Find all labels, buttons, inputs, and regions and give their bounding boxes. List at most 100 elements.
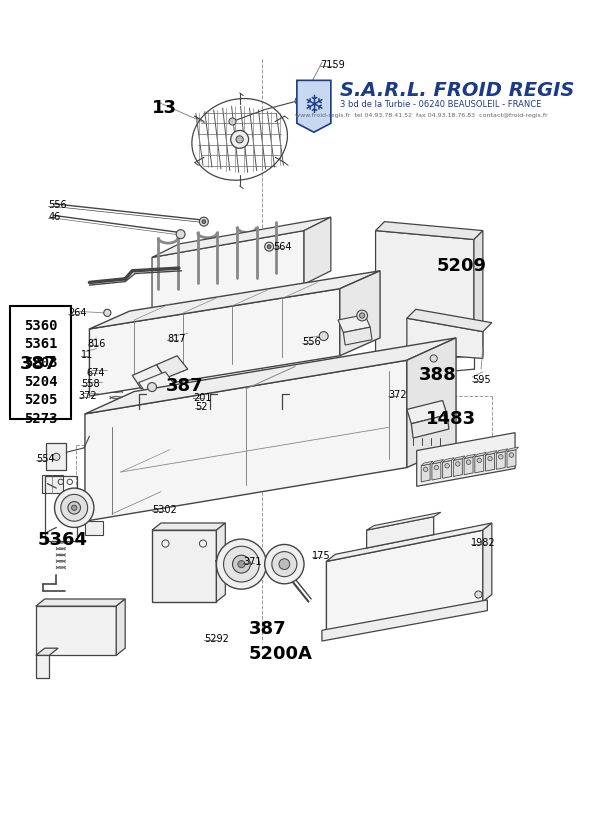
Text: 556: 556 bbox=[302, 337, 321, 347]
Text: 387: 387 bbox=[248, 619, 286, 637]
Circle shape bbox=[279, 559, 290, 570]
Text: ❄: ❄ bbox=[304, 94, 325, 118]
Text: 46: 46 bbox=[48, 212, 61, 222]
Polygon shape bbox=[85, 522, 103, 535]
Text: www.froid-regis.fr  tel 04.93.78.41.52  fax 04.93.18.76.83  contact@froid-regis.: www.froid-regis.fr tel 04.93.78.41.52 fa… bbox=[295, 112, 548, 117]
FancyBboxPatch shape bbox=[10, 307, 71, 419]
Circle shape bbox=[265, 545, 304, 584]
Circle shape bbox=[199, 218, 208, 227]
Text: 175: 175 bbox=[312, 550, 331, 560]
Circle shape bbox=[68, 502, 80, 514]
Polygon shape bbox=[152, 523, 226, 530]
Polygon shape bbox=[340, 271, 380, 356]
Circle shape bbox=[268, 246, 271, 249]
Text: 372: 372 bbox=[79, 390, 97, 400]
Text: 264: 264 bbox=[68, 308, 86, 318]
Polygon shape bbox=[152, 232, 304, 312]
Circle shape bbox=[148, 383, 157, 392]
Polygon shape bbox=[217, 523, 226, 602]
Text: 595: 595 bbox=[472, 374, 491, 385]
Polygon shape bbox=[116, 600, 125, 656]
Circle shape bbox=[61, 495, 88, 522]
Polygon shape bbox=[475, 456, 484, 473]
Circle shape bbox=[455, 462, 460, 466]
Polygon shape bbox=[139, 372, 175, 395]
Text: 5361: 5361 bbox=[24, 337, 58, 351]
Polygon shape bbox=[157, 356, 188, 379]
Polygon shape bbox=[46, 444, 66, 471]
Polygon shape bbox=[407, 401, 447, 424]
Polygon shape bbox=[36, 648, 58, 656]
Circle shape bbox=[319, 332, 328, 342]
Circle shape bbox=[509, 453, 514, 457]
Text: 13: 13 bbox=[152, 99, 177, 117]
Circle shape bbox=[298, 100, 301, 103]
Polygon shape bbox=[464, 455, 476, 459]
Polygon shape bbox=[326, 530, 483, 633]
Text: 556: 556 bbox=[48, 200, 67, 210]
Text: 387: 387 bbox=[20, 355, 57, 372]
Text: 816: 816 bbox=[88, 338, 106, 348]
Polygon shape bbox=[322, 600, 487, 641]
Polygon shape bbox=[297, 81, 331, 133]
Circle shape bbox=[434, 466, 439, 471]
Polygon shape bbox=[376, 232, 474, 366]
Polygon shape bbox=[432, 460, 443, 465]
Polygon shape bbox=[36, 606, 116, 656]
Polygon shape bbox=[152, 218, 331, 258]
Circle shape bbox=[445, 464, 449, 468]
Polygon shape bbox=[443, 461, 452, 479]
Polygon shape bbox=[36, 656, 49, 678]
Text: 7159: 7159 bbox=[320, 60, 345, 69]
Circle shape bbox=[55, 489, 94, 528]
Polygon shape bbox=[42, 476, 62, 493]
Text: 11: 11 bbox=[82, 349, 94, 359]
Polygon shape bbox=[496, 452, 505, 470]
Text: 5205: 5205 bbox=[24, 393, 58, 407]
Polygon shape bbox=[407, 319, 483, 390]
Text: 674: 674 bbox=[87, 367, 105, 377]
Text: 5204: 5204 bbox=[24, 374, 58, 388]
Circle shape bbox=[357, 311, 368, 322]
Text: 371: 371 bbox=[243, 557, 262, 566]
Text: 564: 564 bbox=[273, 242, 291, 252]
Text: 5209: 5209 bbox=[436, 256, 487, 275]
Polygon shape bbox=[85, 361, 407, 522]
Polygon shape bbox=[474, 232, 483, 356]
Polygon shape bbox=[443, 458, 454, 462]
Polygon shape bbox=[483, 523, 492, 602]
Circle shape bbox=[359, 313, 365, 319]
Text: 5360: 5360 bbox=[24, 318, 58, 332]
Polygon shape bbox=[186, 381, 217, 404]
Circle shape bbox=[53, 454, 60, 461]
Circle shape bbox=[430, 356, 437, 362]
Text: 3 bd de la Turbie - 06240 BEAUSOLEIL - FRANCE: 3 bd de la Turbie - 06240 BEAUSOLEIL - F… bbox=[340, 100, 541, 109]
Polygon shape bbox=[367, 513, 441, 530]
Polygon shape bbox=[507, 447, 518, 452]
Circle shape bbox=[232, 556, 250, 573]
Polygon shape bbox=[485, 454, 494, 471]
Polygon shape bbox=[432, 462, 441, 480]
Circle shape bbox=[236, 136, 243, 144]
Text: 372: 372 bbox=[388, 390, 407, 399]
Circle shape bbox=[265, 243, 274, 252]
Text: 817: 817 bbox=[167, 334, 186, 344]
Text: 1483: 1483 bbox=[425, 410, 476, 428]
Polygon shape bbox=[89, 289, 340, 396]
Circle shape bbox=[488, 457, 492, 461]
Text: 558: 558 bbox=[82, 379, 100, 389]
Text: 5364: 5364 bbox=[38, 530, 88, 548]
Polygon shape bbox=[338, 315, 370, 333]
Text: 5203: 5203 bbox=[24, 356, 58, 370]
Text: 5200A: 5200A bbox=[248, 644, 313, 662]
Circle shape bbox=[424, 467, 428, 472]
Polygon shape bbox=[304, 218, 331, 284]
Text: 388: 388 bbox=[418, 366, 456, 383]
Text: 554: 554 bbox=[36, 454, 55, 464]
Text: 1982: 1982 bbox=[471, 538, 496, 547]
Text: 201: 201 bbox=[193, 392, 212, 402]
Polygon shape bbox=[475, 453, 487, 457]
Polygon shape bbox=[376, 222, 483, 240]
Polygon shape bbox=[89, 271, 380, 329]
Polygon shape bbox=[417, 433, 515, 487]
